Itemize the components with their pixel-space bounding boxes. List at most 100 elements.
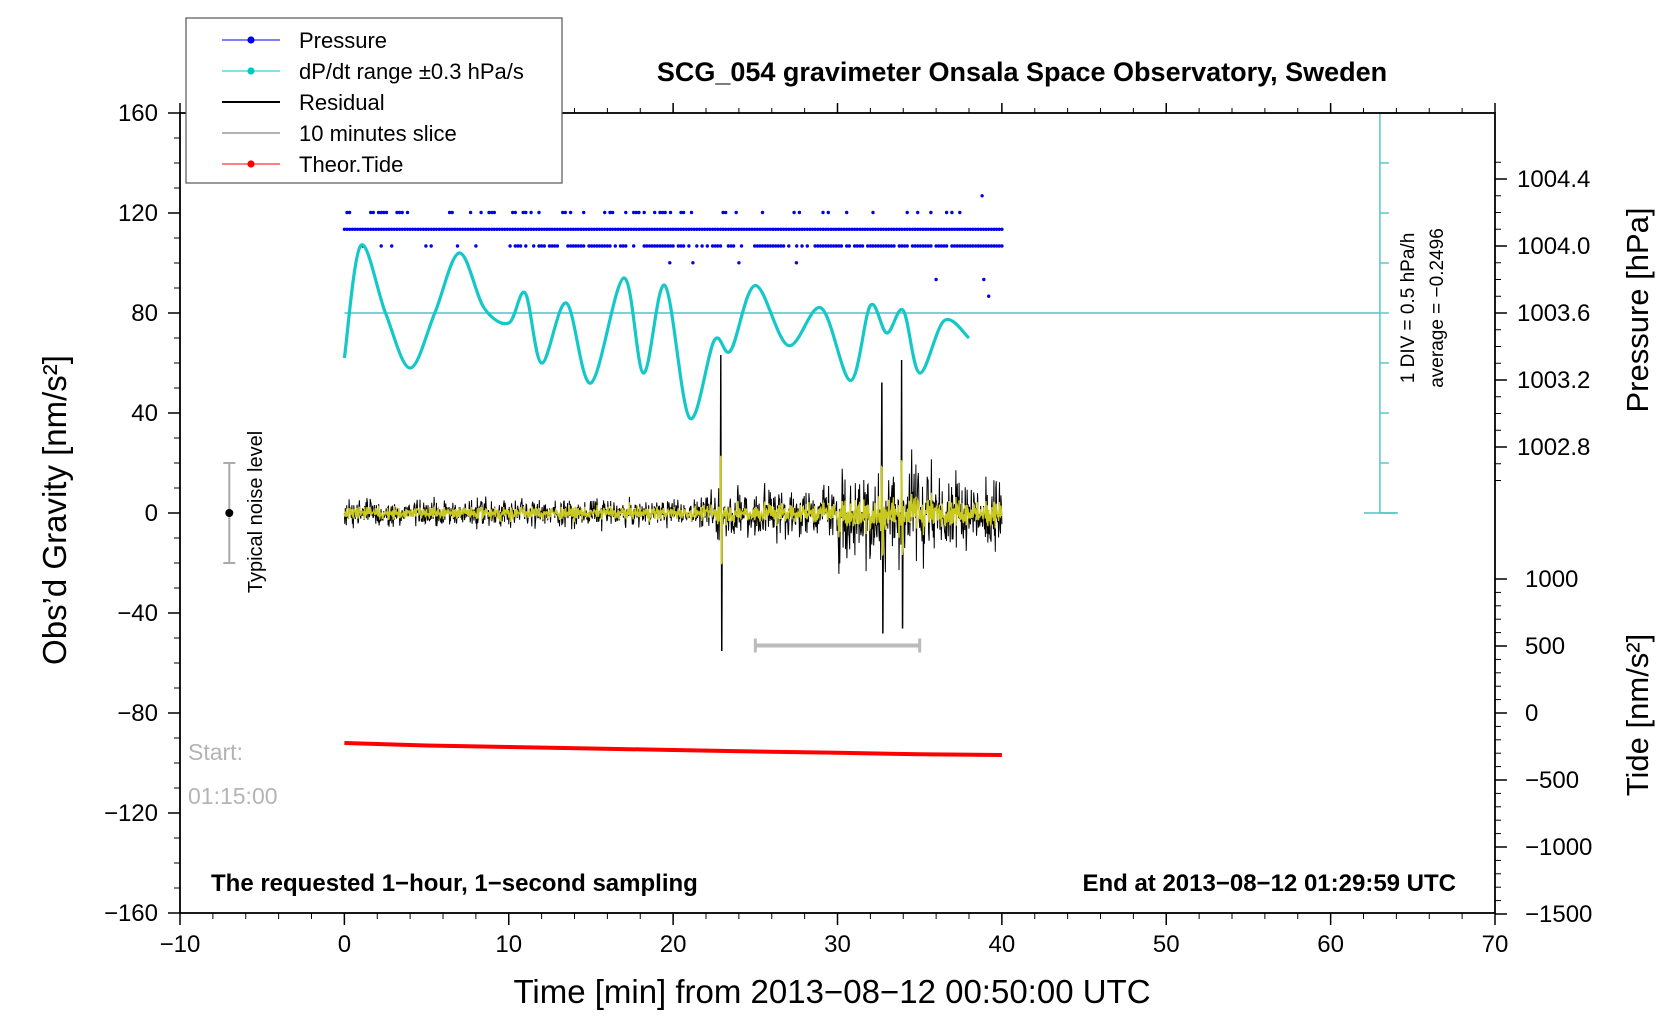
pressure-point: [390, 244, 394, 248]
pressure-point: [866, 227, 870, 231]
pressure-point: [721, 210, 725, 215]
pressure-point: [437, 227, 441, 231]
pressure-point: [479, 227, 483, 231]
tide-tick-label: 500: [1525, 633, 1565, 660]
pressure-point: [984, 227, 988, 231]
pressure-point: [958, 210, 962, 215]
pressure-point: [742, 227, 746, 231]
pressure-point: [787, 227, 791, 231]
pressure-point: [879, 227, 883, 231]
pressure-point: [455, 227, 460, 231]
pressure-point: [518, 227, 523, 231]
pressure-point: [668, 210, 673, 215]
pressure-point: [800, 244, 804, 248]
pressure-point: [923, 227, 928, 231]
pressure-point: [944, 244, 949, 248]
pressure-point: [745, 227, 749, 231]
pressure-tick-label: 1002.8: [1517, 434, 1590, 461]
pressure-point: [658, 210, 662, 215]
start-label: Start:: [188, 739, 243, 765]
pressure-point: [863, 227, 867, 231]
legend-label-pressure: Pressure: [299, 28, 387, 53]
pressure-point: [695, 227, 699, 231]
pressure-point: [726, 244, 731, 248]
bottom-right-note: End at 2013−08−12 01:29:59 UTC: [1082, 870, 1456, 897]
pressure-point: [681, 244, 686, 248]
pressure-point: [708, 227, 712, 231]
pressure-point: [413, 227, 418, 231]
pressure-point: [845, 244, 849, 248]
pressure-point: [826, 210, 830, 215]
noise-bar-center: [225, 509, 234, 517]
pressure-point: [713, 244, 717, 248]
pressure-point: [771, 227, 775, 231]
pressure-point: [524, 210, 528, 215]
pressure-point: [781, 244, 786, 248]
pressure-point: [679, 210, 683, 215]
pressure-point: [813, 244, 817, 248]
pressure-point: [555, 244, 560, 248]
pressure-point: [579, 244, 583, 248]
pressure-point: [395, 210, 399, 215]
pressure-point: [942, 244, 946, 248]
pressure-point: [424, 244, 428, 248]
pressure-point: [568, 227, 573, 231]
pressure-point: [658, 244, 662, 248]
y-axis-label-left: Obs’d Gravity [nm/s²]: [36, 355, 73, 665]
pressure-point: [542, 244, 546, 248]
pressure-point: [805, 227, 809, 231]
pressure-point: [758, 244, 762, 248]
pressure-point: [455, 244, 460, 248]
pressure-point: [960, 244, 965, 248]
pressure-point: [676, 244, 681, 248]
pressure-point: [600, 227, 604, 231]
pressure-point: [474, 244, 478, 248]
x-tick-label: 20: [660, 931, 687, 958]
pressure-point: [660, 227, 665, 231]
series-residual-filtered-line: [343, 455, 1003, 565]
pressure-point: [952, 244, 957, 248]
pressure-point: [492, 227, 496, 231]
pressure-point: [960, 227, 965, 231]
pressure-point: [939, 227, 944, 231]
pressure-point: [897, 244, 901, 248]
x-tick-label: 40: [989, 931, 1016, 958]
pressure-point: [553, 244, 557, 248]
pressure-point: [916, 227, 920, 231]
pressure-point: [884, 244, 888, 248]
pressure-point: [350, 227, 354, 231]
pressure-point: [632, 227, 636, 231]
pressure-point: [400, 210, 404, 215]
pressure-point: [847, 227, 851, 231]
legend-box: [185, 17, 563, 184]
pressure-point: [579, 227, 583, 231]
x-tick-label: −10: [160, 931, 201, 958]
pressure-point: [958, 227, 962, 231]
pressure-point: [592, 227, 596, 231]
pressure-point: [663, 244, 667, 248]
pressure-point: [411, 227, 415, 231]
pressure-point: [650, 244, 654, 248]
noise-level-label: Typical noise level: [245, 431, 267, 593]
pressure-point: [916, 210, 920, 215]
pressure-point: [955, 244, 959, 248]
pressure-point: [405, 227, 410, 231]
tide-tick-label: −1000: [1525, 834, 1592, 861]
pressure-point: [763, 227, 767, 231]
pressure-point: [739, 227, 744, 231]
pressure-point: [500, 227, 504, 231]
pressure-point: [616, 227, 620, 231]
pressure-point: [860, 244, 865, 248]
pressure-point: [595, 227, 599, 231]
pressure-point: [994, 227, 999, 231]
pressure-point: [963, 244, 967, 248]
pressure-point: [450, 210, 454, 215]
pressure-point: [984, 244, 988, 248]
pressure-point: [342, 227, 347, 231]
pressure-point: [479, 210, 483, 215]
pressure-point: [1000, 244, 1004, 248]
pressure-point: [781, 227, 786, 231]
pressure-point: [424, 227, 428, 231]
y-tick-label: −120: [104, 800, 158, 827]
pressure-point: [858, 227, 862, 231]
